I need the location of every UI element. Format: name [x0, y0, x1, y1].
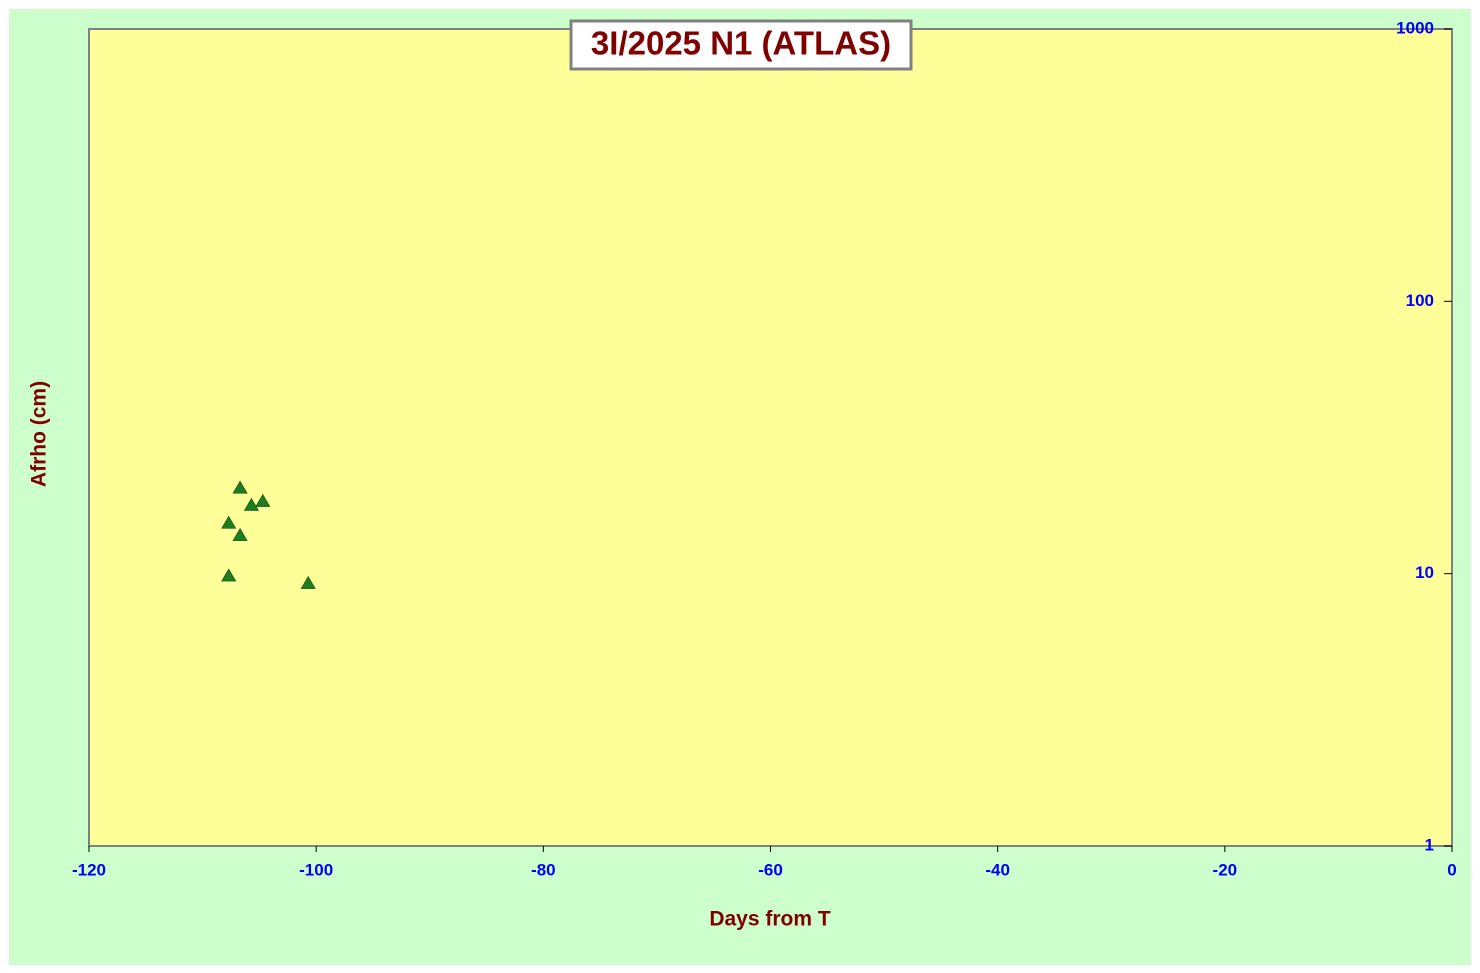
data-point — [243, 497, 259, 511]
x-tick-label: -100 — [299, 860, 333, 879]
y-tick-label: 10 — [1415, 563, 1434, 582]
x-axis-label: Days from T — [709, 908, 831, 931]
data-point — [300, 575, 316, 589]
data-point — [232, 527, 248, 541]
data-point — [232, 480, 248, 494]
y-tick-label: 1 — [1425, 835, 1434, 854]
x-tick-label: -80 — [531, 860, 556, 879]
y-tick-label: 1000 — [1396, 18, 1434, 37]
y-axis-label: Afrho (cm) — [28, 381, 51, 487]
title-box — [569, 19, 913, 71]
x-tick-label: 0 — [1447, 860, 1456, 879]
plot-area — [88, 28, 1453, 847]
data-point — [221, 515, 237, 529]
y-tick-label: 100 — [1406, 291, 1434, 310]
x-tick-label: -20 — [1213, 860, 1238, 879]
x-tick-label: -120 — [72, 860, 106, 879]
data-point — [255, 493, 271, 507]
chart-title: 3I/2025 N1 (ATLAS) — [591, 25, 891, 62]
data-point — [221, 568, 237, 582]
x-tick-label: -60 — [758, 860, 783, 879]
x-tick-label: -40 — [985, 860, 1010, 879]
